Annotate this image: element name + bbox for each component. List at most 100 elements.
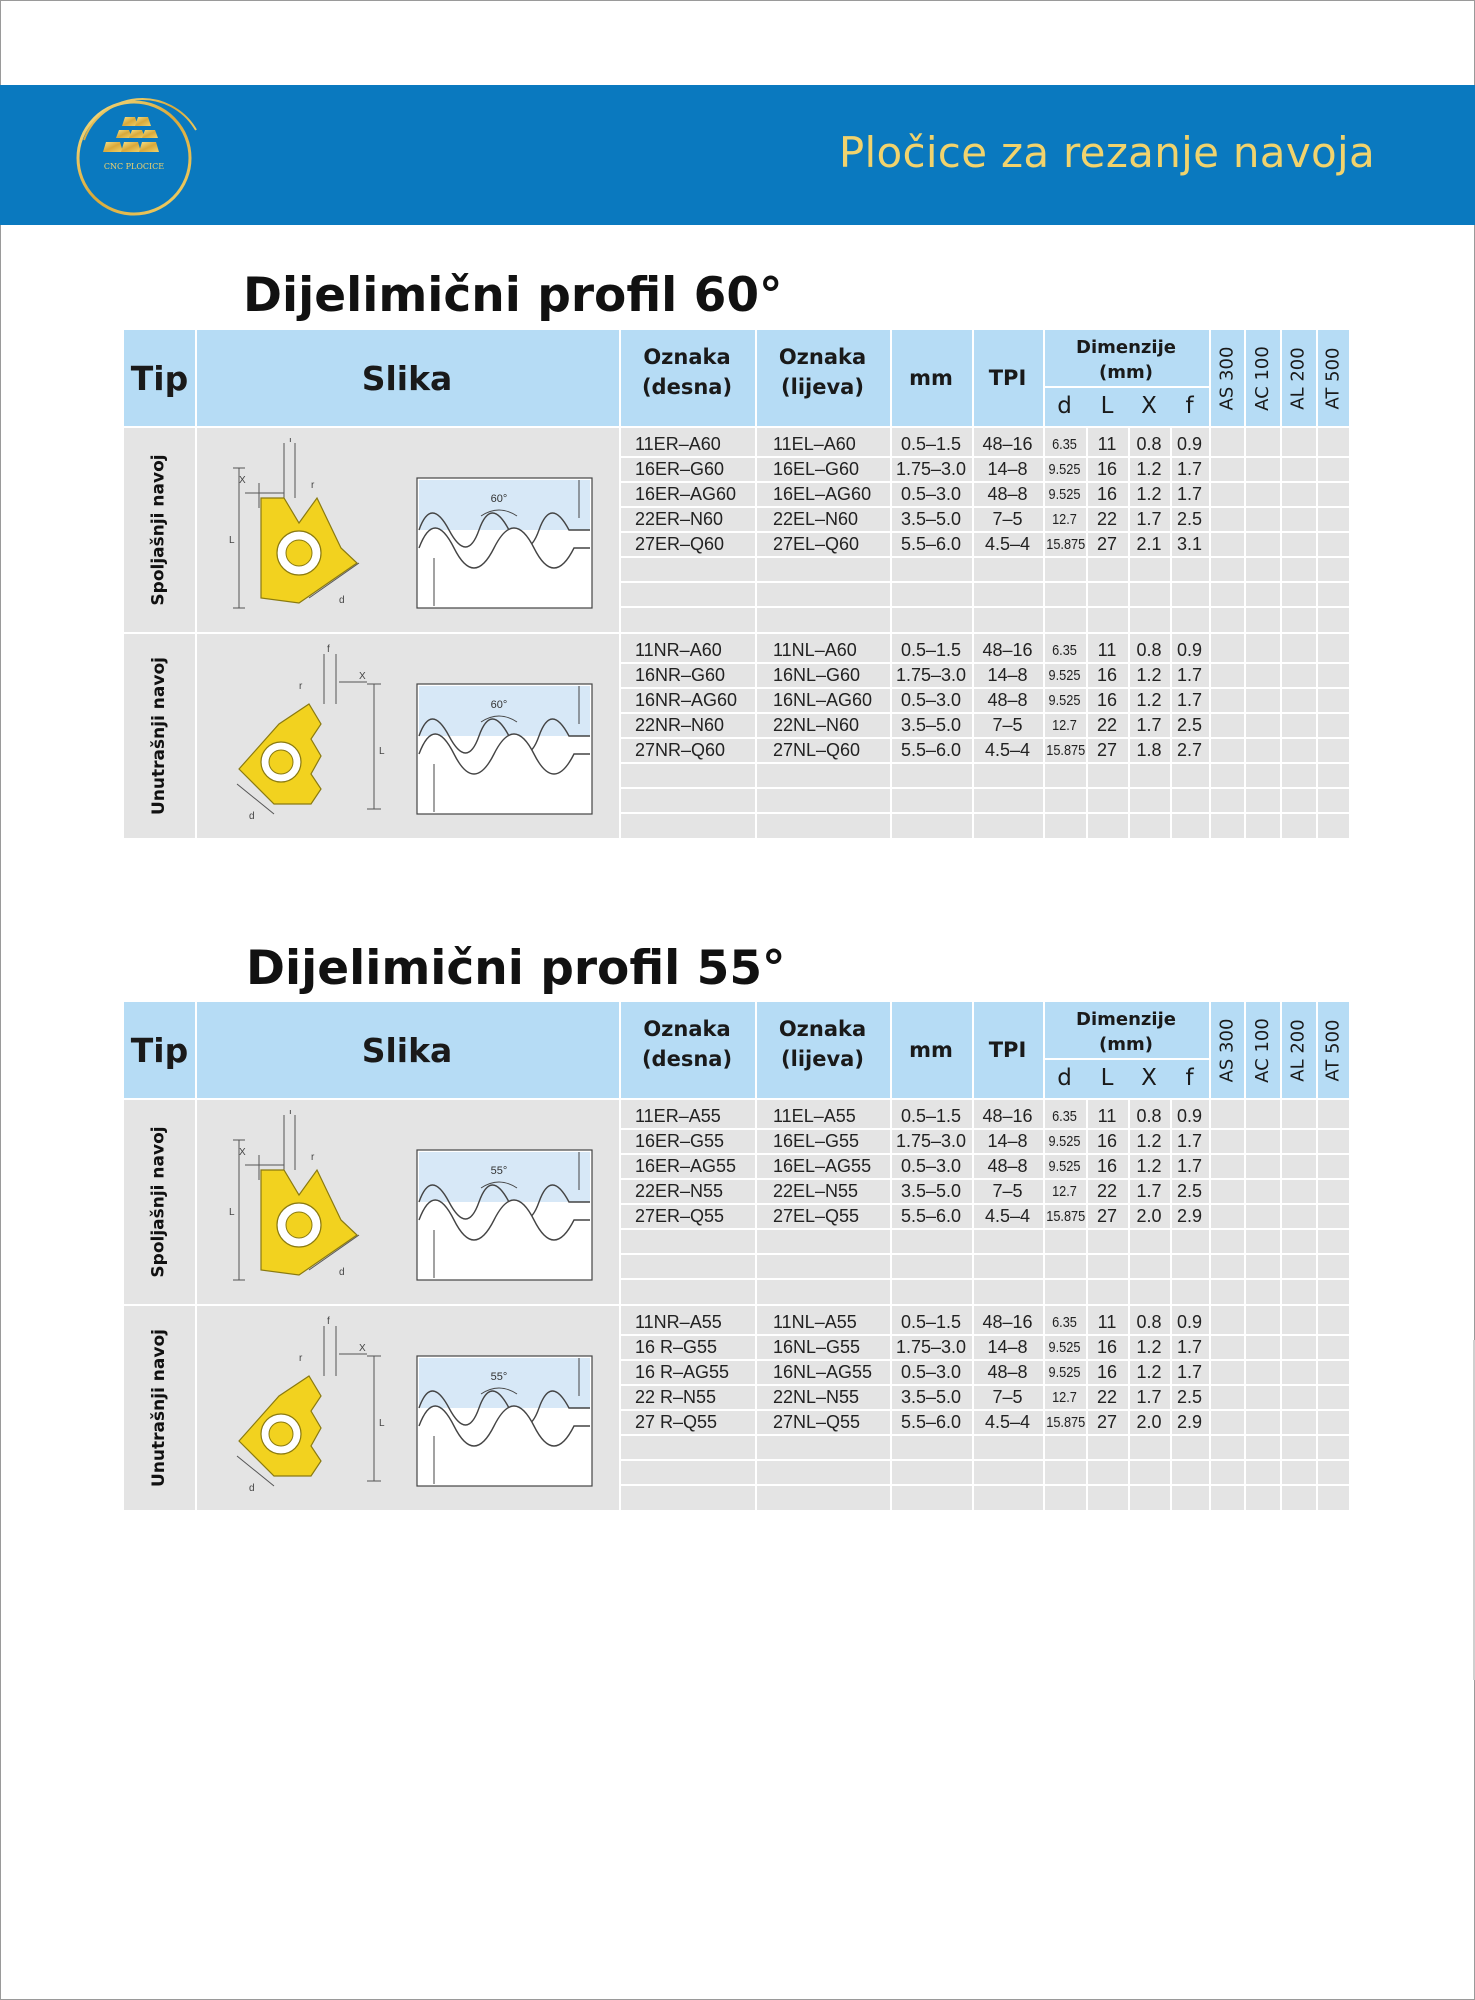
row-divider (619, 1253, 1349, 1255)
row-divider (619, 1178, 1349, 1180)
svg-text:L: L (229, 1207, 235, 1218)
cell-d: 9.525 (1048, 692, 1081, 709)
body-divider (1086, 634, 1088, 838)
col-slika-header: Slika (361, 1030, 453, 1070)
body-divider (755, 1306, 757, 1510)
cell-oznaka-lijeva: 11EL–A55 (773, 1106, 856, 1126)
body-divider (1244, 428, 1246, 632)
body-divider (1170, 634, 1172, 838)
cell-X: 1.2 (1136, 1131, 1162, 1151)
cell-oznaka-desna: 22NR–N60 (635, 715, 725, 735)
header-divider (1280, 330, 1282, 426)
cell-L: 16 (1096, 690, 1118, 710)
group-label-text: Spoljašnji navoj (149, 1126, 169, 1278)
cell-d: 12.7 (1052, 1183, 1077, 1200)
cell-X: 1.2 (1136, 1337, 1162, 1357)
cell-f: 2.5 (1176, 715, 1203, 735)
cell-oznaka-lijeva: 16NL–AG60 (773, 690, 873, 710)
col-oznaka-lijeva-sub: (lijeva) (781, 1047, 864, 1071)
cell-oznaka-lijeva: 16EL–AG55 (773, 1156, 872, 1176)
svg-text:f: f (289, 1110, 292, 1117)
cell-tpi: 7–5 (992, 715, 1023, 735)
insert-illustration: L X f r d 55° (199, 1106, 609, 1290)
cell-f: 1.7 (1176, 690, 1203, 710)
cell-X: 0.8 (1136, 434, 1162, 454)
header-divider (755, 1002, 757, 1098)
cell-oznaka-lijeva: 27NL–Q55 (773, 1412, 861, 1432)
grade-label: AL 200 (1287, 1018, 1309, 1082)
cell-d: 15.875 (1046, 1208, 1086, 1225)
cell-mm: 3.5–5.0 (900, 715, 962, 735)
cell-X: 2.1 (1136, 534, 1162, 554)
cell-oznaka-desna: 16NR–AG60 (635, 690, 738, 710)
row-divider (619, 1128, 1349, 1130)
cell-f: 1.7 (1176, 1337, 1203, 1357)
row-divider (619, 1409, 1349, 1411)
col-grade-header: AS 300 (1209, 330, 1244, 426)
cell-f: 1.7 (1176, 459, 1203, 479)
svg-text:L: L (379, 1418, 385, 1429)
cell-f: 0.9 (1176, 640, 1203, 660)
cell-X: 1.2 (1136, 459, 1162, 479)
cell-f: 0.9 (1176, 1312, 1203, 1332)
profile-angle-label: 60° (491, 493, 508, 505)
external-insert-drawing: L X f r d 60° (229, 434, 593, 609)
cell-X: 1.2 (1136, 690, 1162, 710)
svg-text:r: r (311, 1152, 315, 1163)
cell-oznaka-desna: 11ER–A60 (635, 434, 721, 454)
cell-mm: 0.5–3.0 (900, 1156, 962, 1176)
header-divider (1316, 1002, 1318, 1098)
cell-X: 1.7 (1136, 1181, 1162, 1201)
cell-oznaka-lijeva: 27EL–Q60 (773, 534, 860, 554)
cell-tpi: 7–5 (992, 509, 1023, 529)
svg-text:f: f (327, 644, 330, 655)
group-label: Unutrašnji navoj (124, 634, 194, 838)
cell-f: 0.9 (1176, 434, 1203, 454)
cell-d: 12.7 (1052, 511, 1077, 528)
body-divider (619, 428, 621, 632)
cell-mm: 3.5–5.0 (900, 509, 962, 529)
table-profile-55: Tip Slika Oznaka (desna) Oznaka (lijeva) mm TPI… (124, 1002, 1349, 1510)
col-oznaka-desna-header: Oznaka (643, 1017, 731, 1041)
cell-oznaka-desna: 16 R–AG55 (635, 1362, 730, 1382)
svg-text:d: d (249, 1483, 255, 1494)
svg-text:CNC PLOCICE: CNC PLOCICE (104, 162, 164, 171)
body-divider (1170, 428, 1172, 632)
header-divider (195, 1002, 197, 1098)
grade-label: AT 500 (1322, 347, 1343, 409)
cell-d: 6.35 (1052, 642, 1077, 659)
header-divider (1280, 1002, 1282, 1098)
col-oznaka-lijeva-header: Oznaka (778, 1017, 867, 1041)
body-divider (890, 634, 892, 838)
group-label: Spoljašnji navoj (124, 1100, 194, 1304)
row-divider (619, 662, 1349, 664)
body-divider (1316, 428, 1318, 632)
cell-f: 1.7 (1176, 1362, 1203, 1382)
body-divider (755, 428, 757, 632)
body-divider (890, 1100, 892, 1304)
cell-oznaka-desna: 22 R–N55 (635, 1387, 717, 1407)
row-divider (619, 1278, 1349, 1280)
body-divider (755, 1100, 757, 1304)
cell-tpi: 14–8 (987, 459, 1028, 479)
col-slika-header: Slika (361, 358, 453, 398)
body-divider (619, 1100, 621, 1304)
edge-rule (1473, 1340, 1475, 1680)
cell-L: 11 (1097, 640, 1117, 660)
cell-tpi: 4.5–4 (984, 1206, 1031, 1226)
col-oznaka-desna-sub: (desna) (641, 375, 733, 399)
cell-d: 9.525 (1048, 667, 1081, 684)
body-divider (1209, 428, 1211, 632)
body-divider (619, 634, 621, 838)
cell-oznaka-lijeva: 16EL–G55 (773, 1131, 860, 1151)
col-oznaka-desna-header: Oznaka (643, 345, 731, 369)
cell-L: 27 (1096, 740, 1118, 760)
col-tip-header: Tip (130, 1030, 189, 1070)
cell-mm: 0.5–3.0 (900, 484, 962, 504)
body-divider (1086, 1306, 1088, 1510)
col-dimenzije-unit: (mm) (1099, 361, 1153, 383)
col-grade-header: AL 200 (1280, 1002, 1316, 1098)
body-divider (890, 1306, 892, 1510)
cell-f: 2.7 (1176, 740, 1203, 760)
cell-L: 16 (1096, 484, 1118, 504)
